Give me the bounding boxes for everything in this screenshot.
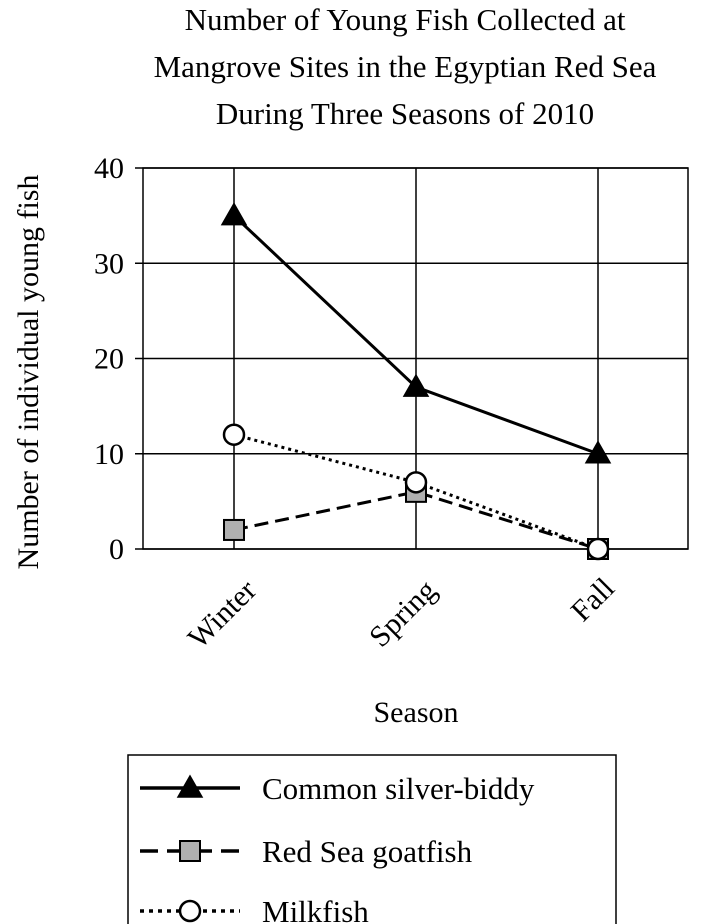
legend-box (127, 754, 617, 924)
chart-title-line-3: During Three Seasons of 2010 (216, 96, 594, 131)
legend-entry-label: Red Sea goatfish (262, 834, 473, 869)
data-point-marker (223, 518, 245, 541)
chart-title-line-2: Mangrove Sites in the Egyptian Red Sea (154, 49, 657, 84)
x-axis-title: Season (374, 696, 459, 729)
y-tick-label: 40 (94, 152, 124, 185)
data-point-marker (402, 373, 430, 397)
x-tick-label: Winter (182, 574, 263, 655)
data-point-marker (584, 440, 612, 464)
data-point-marker (586, 537, 610, 561)
x-tick-label: Spring (363, 574, 443, 654)
x-axis-ticks: Winter Spring Fall (182, 572, 621, 655)
legend-entry-label: Milkfish (262, 894, 369, 924)
y-tick-label: 0 (109, 533, 124, 566)
y-tick-label: 30 (94, 247, 124, 280)
data-point-marker (220, 202, 248, 226)
legend-marker (178, 899, 202, 923)
chart-title-line-1: Number of Young Fish Collected at (185, 2, 626, 37)
series-line (233, 433, 599, 551)
data-point-marker (404, 471, 428, 494)
y-tick-label: 20 (94, 343, 124, 376)
legend-marker (176, 774, 204, 798)
series-milkfish (222, 423, 610, 561)
y-axis-title: Number of individual young fish (12, 175, 45, 570)
y-axis-ticks: 0 10 20 30 40 (94, 152, 124, 566)
y-tick-label: 10 (94, 438, 124, 471)
x-tick-label: Fall (565, 572, 621, 628)
legend-marker (179, 840, 201, 862)
legend: Common silver-biddy Red Sea goatfish Milkf… (127, 754, 617, 924)
legend-entry-label: Common silver-biddy (262, 771, 535, 806)
chart-title: Number of Young Fish Collected at Mangrov… (154, 2, 657, 131)
data-point-marker (222, 423, 246, 446)
series (220, 202, 612, 561)
series-common-silver-biddy (220, 202, 612, 464)
